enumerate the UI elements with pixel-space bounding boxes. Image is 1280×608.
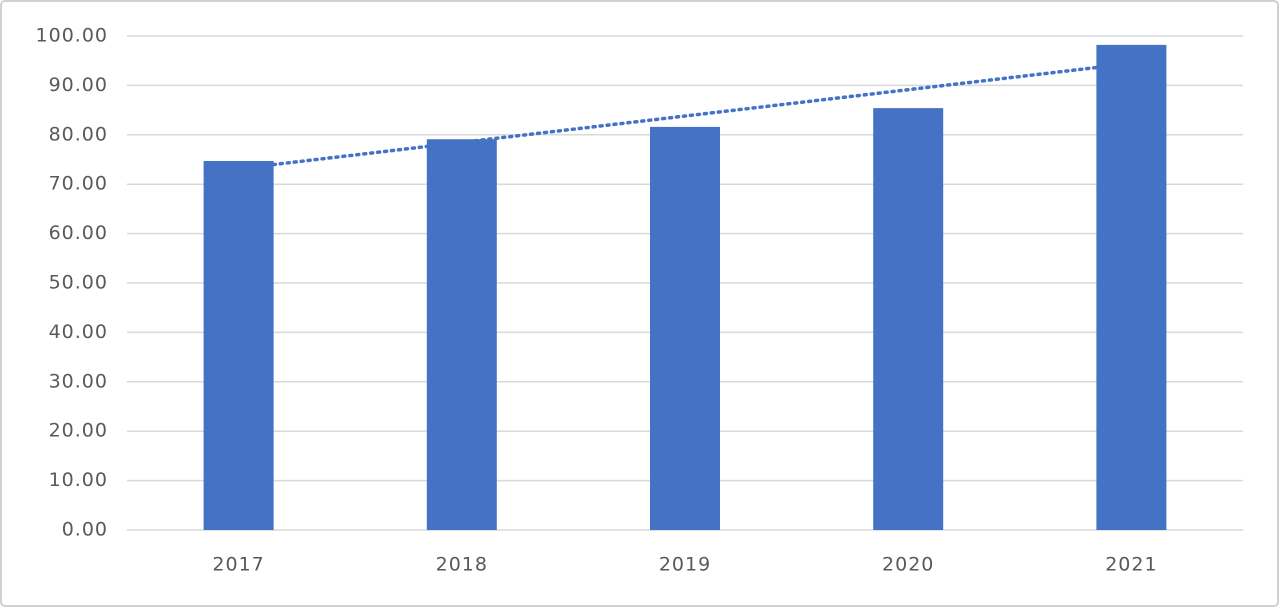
y-tick-label: 30.00 <box>49 370 108 392</box>
bar <box>203 160 274 530</box>
bar <box>873 108 944 531</box>
y-tick-label: 100.00 <box>36 25 108 47</box>
trendline <box>236 61 1134 171</box>
x-tick-label: 2017 <box>212 554 264 576</box>
y-tick-label: 10.00 <box>49 469 108 491</box>
y-tick-label: 50.00 <box>49 272 108 294</box>
y-tick-label: 80.00 <box>49 123 108 145</box>
x-tick-label: 2019 <box>659 554 711 576</box>
y-tick-label: 90.00 <box>49 74 108 96</box>
y-tick-label: 20.00 <box>49 420 108 442</box>
bar <box>426 139 497 530</box>
bar <box>1096 44 1167 530</box>
y-tick-label: 0.00 <box>62 519 108 541</box>
x-tick-label: 2018 <box>436 554 488 576</box>
x-tick-label: 2020 <box>882 554 934 576</box>
x-tick-label: 2021 <box>1105 554 1157 576</box>
y-tick-label: 40.00 <box>49 321 108 343</box>
y-tick-label: 60.00 <box>49 222 108 244</box>
y-tick-label: 70.00 <box>49 173 108 195</box>
bar <box>650 126 720 531</box>
